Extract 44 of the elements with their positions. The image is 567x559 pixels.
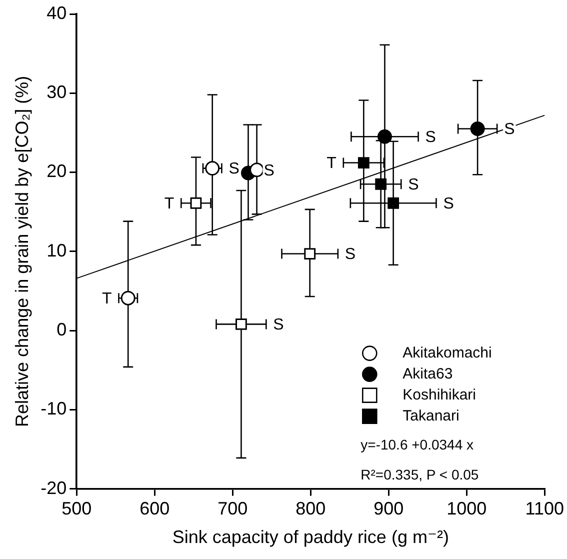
point bbox=[358, 157, 370, 168]
x-tick-label: 900 bbox=[374, 498, 404, 519]
annotation: S bbox=[408, 176, 419, 194]
y-tick-label: -20 bbox=[40, 478, 67, 498]
annotation: T bbox=[326, 155, 337, 172]
x-tick-label: 700 bbox=[218, 498, 248, 519]
annotation: S bbox=[228, 160, 240, 178]
annotation: S bbox=[504, 121, 515, 138]
point bbox=[388, 197, 400, 209]
legend-label: Akita63 bbox=[402, 365, 453, 382]
point bbox=[190, 197, 202, 209]
annotation: S bbox=[273, 316, 284, 334]
annotation: S bbox=[443, 196, 454, 213]
point bbox=[304, 248, 316, 260]
point bbox=[377, 129, 392, 144]
y-tick-label: 0 bbox=[56, 320, 67, 340]
point bbox=[236, 318, 247, 330]
x-tick-label: 1000 bbox=[446, 498, 487, 519]
legend-label: Akitakomachi bbox=[402, 344, 492, 362]
annotation: S bbox=[425, 129, 436, 146]
x-tick-label: 1100 bbox=[525, 498, 564, 519]
x-tick-label: 600 bbox=[140, 498, 170, 519]
x-tick-label: 800 bbox=[296, 498, 326, 519]
x-axis-title: Sink capacity of paddy rice (g m⁻²) bbox=[172, 527, 449, 548]
y-tick-label: 20 bbox=[46, 161, 67, 182]
point bbox=[250, 162, 264, 178]
y-axis-title: Relative change in grain yield by e[CO₂] (%) bbox=[12, 76, 32, 427]
y-tick-label: 10 bbox=[46, 240, 67, 260]
y-tick-label: 30 bbox=[46, 82, 67, 102]
y-tick-label: 40 bbox=[46, 2, 67, 23]
point bbox=[205, 161, 220, 176]
annotation: R²=0.335, P < 0.05 bbox=[360, 466, 479, 483]
point bbox=[375, 178, 387, 190]
annotation: T bbox=[164, 196, 174, 213]
annotation: S bbox=[264, 162, 274, 180]
annotation: S bbox=[344, 246, 356, 264]
annotation: y=-10.6 +0.0344 x bbox=[360, 436, 474, 453]
point bbox=[120, 290, 136, 306]
x-tick-label: 500 bbox=[62, 498, 92, 519]
y-tick-label: -10 bbox=[40, 398, 67, 419]
legend-label: Koshihikari bbox=[402, 386, 476, 404]
point bbox=[470, 121, 485, 136]
annotation: T bbox=[102, 290, 112, 308]
legend-label: Takanari bbox=[402, 407, 460, 424]
